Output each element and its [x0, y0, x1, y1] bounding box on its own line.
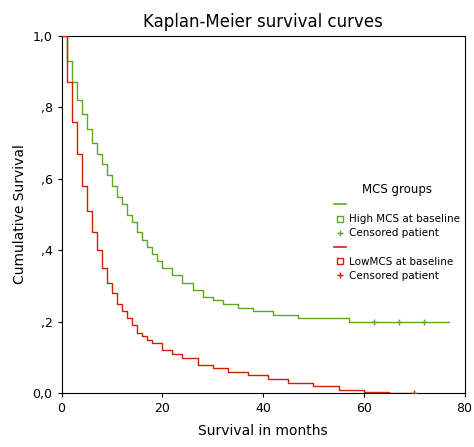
Title: Kaplan-Meier survival curves: Kaplan-Meier survival curves: [143, 13, 383, 31]
Legend: , High MCS at baseline, Censored patient, , LowMCS at baseline, Censored patient: , High MCS at baseline, Censored patient…: [332, 181, 463, 283]
Y-axis label: Cumulative Survival: Cumulative Survival: [13, 145, 27, 284]
X-axis label: Survival in months: Survival in months: [198, 424, 328, 438]
